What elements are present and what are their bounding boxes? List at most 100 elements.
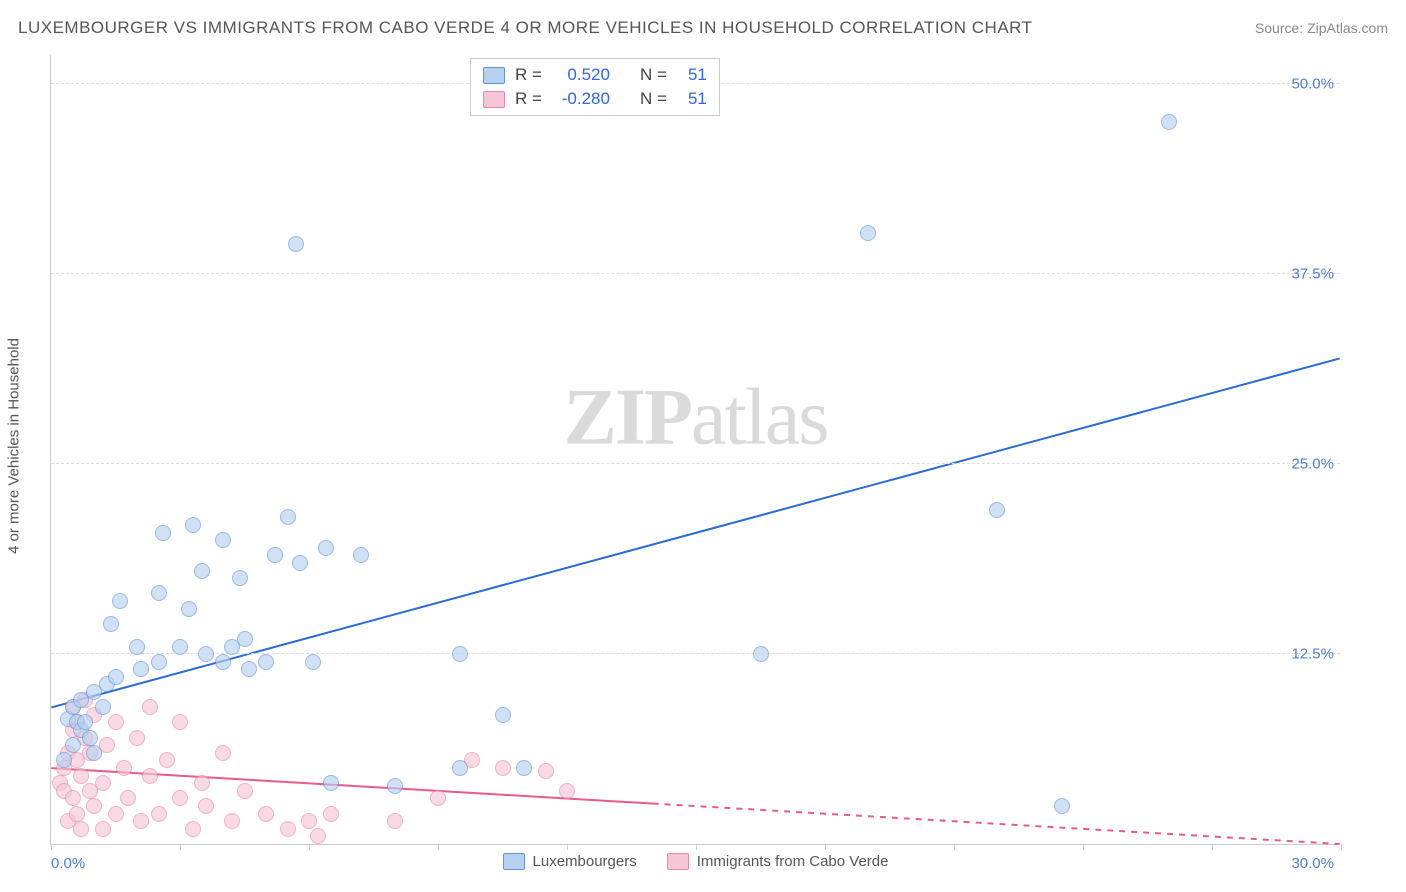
scatter-point (198, 798, 214, 814)
scatter-point (151, 654, 167, 670)
scatter-point (142, 699, 158, 715)
gridline (51, 463, 1340, 464)
legend-swatch-pink (667, 853, 689, 870)
scatter-point (95, 699, 111, 715)
scatter-point (86, 798, 102, 814)
scatter-point (267, 547, 283, 563)
scatter-point (224, 813, 240, 829)
scatter-point (1054, 798, 1070, 814)
scatter-point (133, 813, 149, 829)
scatter-point (151, 806, 167, 822)
scatter-point (86, 745, 102, 761)
scatter-point (258, 806, 274, 822)
source-label: Source: ZipAtlas.com (1255, 20, 1388, 36)
scatter-point (142, 768, 158, 784)
gridline (51, 273, 1340, 274)
x-tick (180, 844, 181, 850)
scatter-point (301, 813, 317, 829)
stats-n-label-2: N = (640, 89, 667, 109)
scatter-point (133, 661, 149, 677)
scatter-point (120, 790, 136, 806)
chart-title: LUXEMBOURGER VS IMMIGRANTS FROM CABO VER… (18, 18, 1033, 38)
scatter-point (172, 714, 188, 730)
scatter-point (215, 654, 231, 670)
legend-item-pink: Immigrants from Cabo Verde (667, 853, 889, 870)
scatter-point (159, 752, 175, 768)
x-tick (567, 844, 568, 850)
scatter-point (452, 646, 468, 662)
scatter-point (430, 790, 446, 806)
gridline (51, 653, 1340, 654)
scatter-point (112, 593, 128, 609)
stats-legend: R = 0.520 N = 51 R = -0.280 N = 51 (470, 58, 720, 116)
scatter-point (318, 540, 334, 556)
stats-row-blue: R = 0.520 N = 51 (483, 63, 707, 87)
scatter-point (1161, 114, 1177, 130)
scatter-point (288, 236, 304, 252)
scatter-point (387, 813, 403, 829)
scatter-point (232, 570, 248, 586)
bottom-legend: Luxembourgers Immigrants from Cabo Verde (503, 853, 889, 870)
scatter-point (194, 775, 210, 791)
scatter-point (305, 654, 321, 670)
watermark-part2: atlas (691, 373, 828, 461)
scatter-point (353, 547, 369, 563)
x-tick (1341, 844, 1342, 850)
y-tick-label: 12.5% (1291, 646, 1334, 663)
watermark: ZIPatlas (564, 372, 828, 463)
stats-r-label-2: R = (515, 89, 542, 109)
scatter-point (198, 646, 214, 662)
scatter-point (237, 631, 253, 647)
scatter-point (323, 775, 339, 791)
scatter-point (185, 517, 201, 533)
scatter-point (538, 763, 554, 779)
legend-label-pink: Immigrants from Cabo Verde (697, 853, 889, 870)
scatter-point (69, 806, 85, 822)
y-tick-label: 50.0% (1291, 76, 1334, 93)
scatter-point (258, 654, 274, 670)
x-axis-max-label: 30.0% (1291, 855, 1334, 872)
scatter-point (65, 790, 81, 806)
stats-r-pink: -0.280 (552, 89, 610, 109)
scatter-point (215, 532, 231, 548)
scatter-point (95, 821, 111, 837)
scatter-point (56, 752, 72, 768)
stats-swatch-pink (483, 91, 505, 108)
y-tick-label: 25.0% (1291, 456, 1334, 473)
stats-n-blue: 51 (677, 65, 707, 85)
watermark-part1: ZIP (564, 373, 691, 461)
scatter-point (108, 669, 124, 685)
scatter-point (452, 760, 468, 776)
scatter-point (237, 783, 253, 799)
x-tick (51, 844, 52, 850)
scatter-point (77, 714, 93, 730)
stats-r-blue: 0.520 (552, 65, 610, 85)
scatter-point (129, 730, 145, 746)
scatter-point (95, 775, 111, 791)
scatter-point (241, 661, 257, 677)
scatter-point (559, 783, 575, 799)
scatter-point (103, 616, 119, 632)
plot-area: ZIPatlas 0.0% 30.0% Luxembourgers Immigr… (50, 55, 1340, 845)
scatter-point (280, 509, 296, 525)
x-tick (309, 844, 310, 850)
legend-item-blue: Luxembourgers (503, 853, 637, 870)
scatter-point (215, 745, 231, 761)
scatter-point (151, 585, 167, 601)
scatter-point (82, 730, 98, 746)
stats-row-pink: R = -0.280 N = 51 (483, 87, 707, 111)
x-tick (1083, 844, 1084, 850)
scatter-point (495, 760, 511, 776)
scatter-point (280, 821, 296, 837)
scatter-point (989, 502, 1005, 518)
scatter-point (116, 760, 132, 776)
stats-r-label: R = (515, 65, 542, 85)
x-tick (1212, 844, 1213, 850)
scatter-point (73, 768, 89, 784)
legend-swatch-blue (503, 853, 525, 870)
x-tick (696, 844, 697, 850)
scatter-point (310, 828, 326, 844)
trend-lines (51, 55, 1340, 844)
y-axis-label: 4 or more Vehicles in Household (6, 338, 23, 554)
scatter-point (65, 737, 81, 753)
